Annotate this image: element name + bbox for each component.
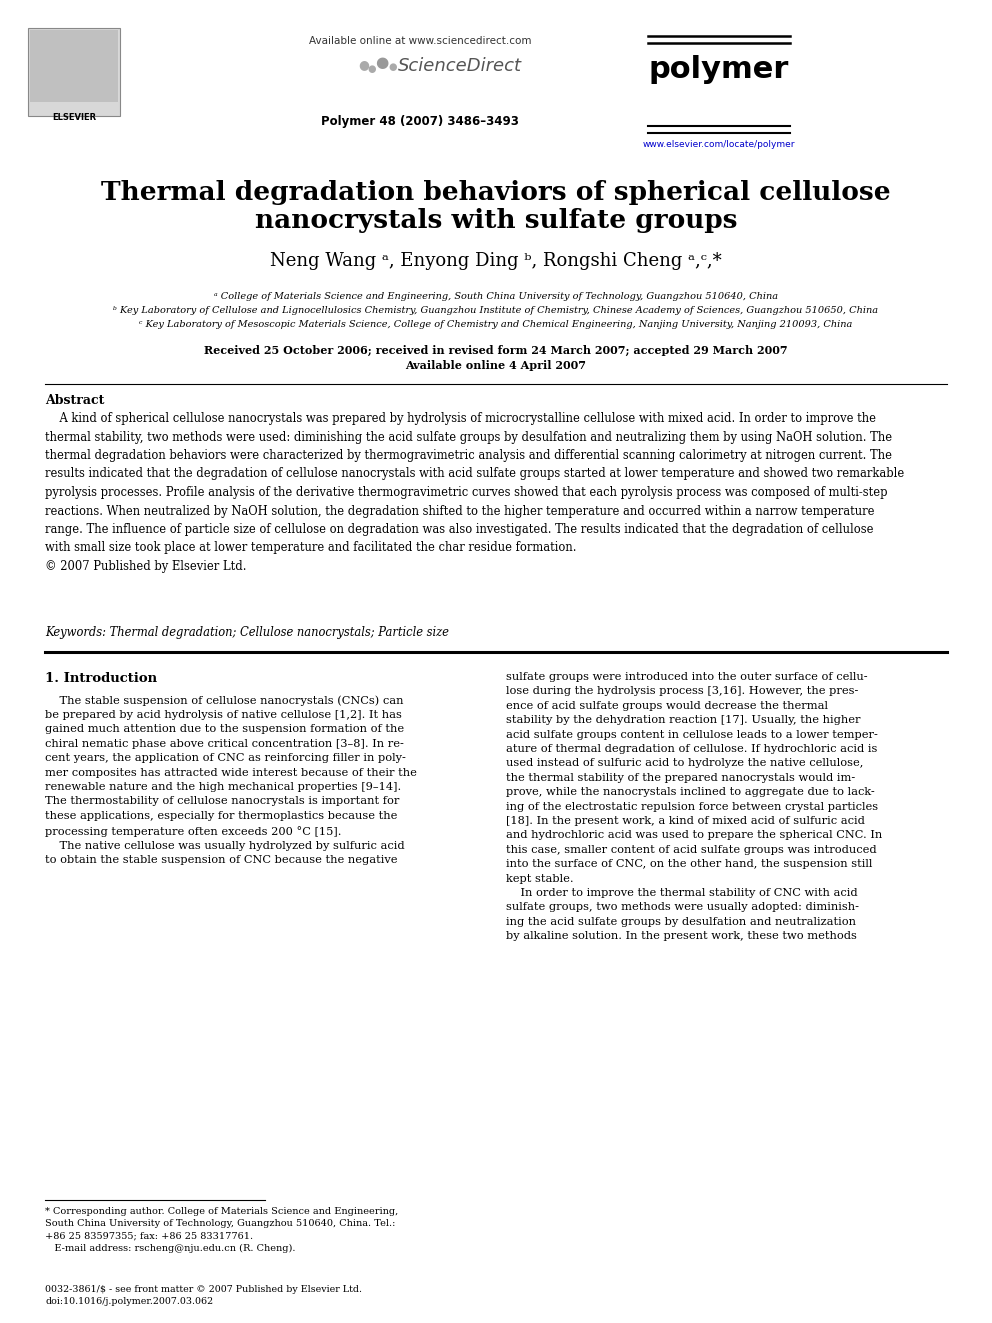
FancyBboxPatch shape	[30, 30, 118, 102]
Text: ᵃ College of Materials Science and Engineering, South China University of Techno: ᵃ College of Materials Science and Engin…	[214, 292, 778, 302]
Text: www.elsevier.com/locate/polymer: www.elsevier.com/locate/polymer	[643, 140, 796, 149]
Text: ●: ●	[388, 62, 397, 71]
Text: Thermal degradation behaviors of spherical cellulose: Thermal degradation behaviors of spheric…	[101, 180, 891, 205]
Text: * Corresponding author. College of Materials Science and Engineering,
South Chin: * Corresponding author. College of Mater…	[45, 1207, 398, 1253]
Text: The stable suspension of cellulose nanocrystals (CNCs) can
be prepared by acid h: The stable suspension of cellulose nanoc…	[45, 695, 417, 865]
Text: ScienceDirect: ScienceDirect	[398, 57, 522, 75]
Text: Abstract: Abstract	[45, 394, 104, 407]
Text: Received 25 October 2006; received in revised form 24 March 2007; accepted 29 Ma: Received 25 October 2006; received in re…	[204, 345, 788, 356]
Text: A kind of spherical cellulose nanocrystals was prepared by hydrolysis of microcr: A kind of spherical cellulose nanocrysta…	[45, 411, 905, 573]
Text: 1. Introduction: 1. Introduction	[45, 672, 157, 685]
Text: Neng Wang ᵃ, Enyong Ding ᵇ, Rongshi Cheng ᵃ,ᶜ,*: Neng Wang ᵃ, Enyong Ding ᵇ, Rongshi Chen…	[270, 251, 722, 270]
FancyBboxPatch shape	[28, 28, 120, 116]
Text: ᶜ Key Laboratory of Mesoscopic Materials Science, College of Chemistry and Chemi: ᶜ Key Laboratory of Mesoscopic Materials…	[139, 320, 853, 329]
Text: Available online 4 April 2007: Available online 4 April 2007	[406, 360, 586, 370]
Text: sulfate groups were introduced into the outer surface of cellu-
lose during the : sulfate groups were introduced into the …	[506, 672, 882, 941]
Text: ᵇ Key Laboratory of Cellulose and Lignocellulosics Chemistry, Guangzhou Institut: ᵇ Key Laboratory of Cellulose and Lignoc…	[113, 306, 879, 315]
Text: polymer: polymer	[649, 56, 790, 83]
Text: ●: ●	[358, 58, 369, 71]
Text: Polymer 48 (2007) 3486–3493: Polymer 48 (2007) 3486–3493	[321, 115, 519, 128]
Text: ELSEVIER: ELSEVIER	[52, 112, 96, 122]
Text: ●: ●	[375, 56, 388, 70]
Text: Available online at www.sciencedirect.com: Available online at www.sciencedirect.co…	[309, 36, 532, 46]
Text: nanocrystals with sulfate groups: nanocrystals with sulfate groups	[255, 208, 737, 233]
Text: 0032-3861/$ - see front matter © 2007 Published by Elsevier Ltd.
doi:10.1016/j.p: 0032-3861/$ - see front matter © 2007 Pu…	[45, 1285, 362, 1306]
Text: ●: ●	[367, 64, 376, 74]
Text: Keywords: Thermal degradation; Cellulose nanocrystals; Particle size: Keywords: Thermal degradation; Cellulose…	[45, 626, 448, 639]
